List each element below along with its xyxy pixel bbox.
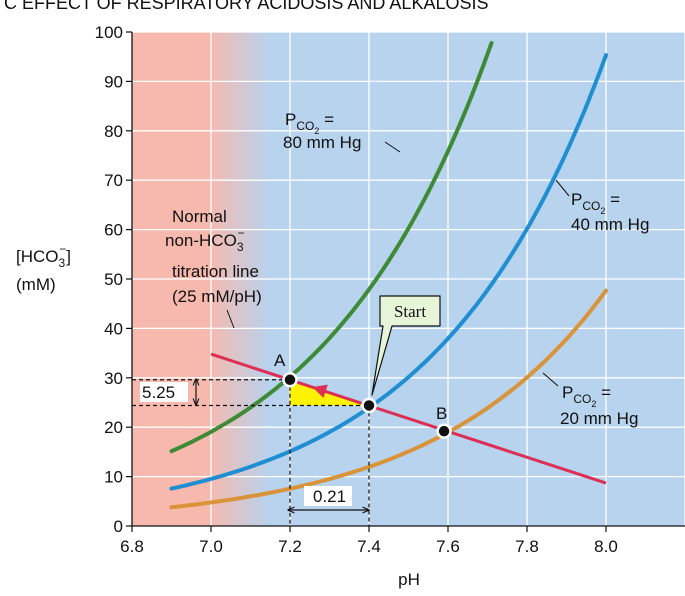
- svg-text:PCO2 =: PCO2 =: [571, 190, 620, 216]
- label-titration-line: Normal non-HCO3− titration line (25 mM/p…: [165, 207, 262, 329]
- y-tick-label: 30: [104, 369, 123, 388]
- x-axis-title: pH: [398, 570, 420, 589]
- svg-text:Start: Start: [394, 302, 426, 321]
- y-tick-label: 60: [104, 221, 123, 240]
- label-pco2-80: PCO2 = 80 mm Hg: [283, 110, 401, 153]
- isobar-pco2-40: [169, 53, 608, 491]
- axes: 0 10 20 30 40 50 60 70 80 90 100 6.8 7.0 7.2 7.4 7.6 7.8…: [95, 23, 685, 556]
- isobar-pco2-20: [169, 288, 608, 510]
- svg-text:Normal: Normal: [172, 207, 227, 226]
- point-a-label: A: [274, 351, 286, 370]
- x-tick-label: 6.8: [120, 537, 144, 556]
- delta-hco3-annotation: 5.25: [140, 379, 196, 405]
- x-tick-label: 7.6: [436, 537, 460, 556]
- y-tick-label: 50: [104, 270, 123, 289]
- point-a: [282, 372, 298, 388]
- titration-line: [210, 352, 607, 485]
- delta-ph-annotation: 0.21: [288, 486, 369, 510]
- svg-text:non-HCO3−: non-HCO3−: [165, 226, 245, 254]
- svg-text:20 mm Hg: 20 mm Hg: [560, 409, 638, 428]
- shift-arrow: [312, 384, 358, 403]
- dashed-guides: [132, 379, 370, 526]
- svg-text:[HCO3−]: [HCO3−]: [16, 242, 71, 270]
- y-tick-label: 100: [95, 23, 123, 42]
- y-tick-label: 0: [114, 517, 123, 536]
- svg-text:0.21: 0.21: [313, 487, 346, 506]
- y-tick-label: 10: [104, 468, 123, 487]
- x-tick-label: 7.0: [199, 537, 223, 556]
- state-points: AB: [274, 351, 452, 439]
- point-b-label: B: [436, 404, 447, 423]
- point-start: [361, 397, 377, 414]
- svg-text:(mM): (mM): [16, 275, 56, 294]
- pco2-isobars: [169, 41, 608, 510]
- start-callout: Start: [371, 295, 441, 396]
- x-tick-label: 7.4: [357, 537, 381, 556]
- isobar-pco2-80: [169, 41, 494, 454]
- y-tick-label: 80: [104, 122, 123, 141]
- x-tick-label: 7.2: [278, 537, 302, 556]
- label-pco2-40: PCO2 = 40 mm Hg: [555, 179, 649, 234]
- svg-text:titration line: titration line: [172, 262, 259, 281]
- x-tick-label: 7.8: [515, 537, 539, 556]
- figure-header: C EFFECT OF RESPIRATORY ACIDOSIS AND ALK…: [4, 0, 488, 13]
- point-b: [436, 423, 452, 439]
- y-axis-title: [HCO3−] (mM): [16, 242, 71, 294]
- x-tick-label: 8.0: [594, 537, 618, 556]
- svg-text:(25 mM/pH): (25 mM/pH): [172, 287, 262, 306]
- y-tick-label: 40: [104, 319, 123, 338]
- label-pco2-20: PCO2 = 20 mm Hg: [542, 372, 638, 428]
- svg-text:80 mm Hg: 80 mm Hg: [283, 133, 361, 152]
- y-tick-label: 70: [104, 171, 123, 190]
- svg-text:40 mm Hg: 40 mm Hg: [571, 215, 649, 234]
- svg-text:5.25: 5.25: [142, 383, 175, 402]
- titration-line-segment: [210, 352, 607, 485]
- y-tick-label: 20: [104, 418, 123, 437]
- svg-text:PCO2 =: PCO2 =: [562, 383, 611, 409]
- y-tick-label: 90: [104, 72, 123, 91]
- svg-text:PCO2 =: PCO2 =: [285, 110, 334, 136]
